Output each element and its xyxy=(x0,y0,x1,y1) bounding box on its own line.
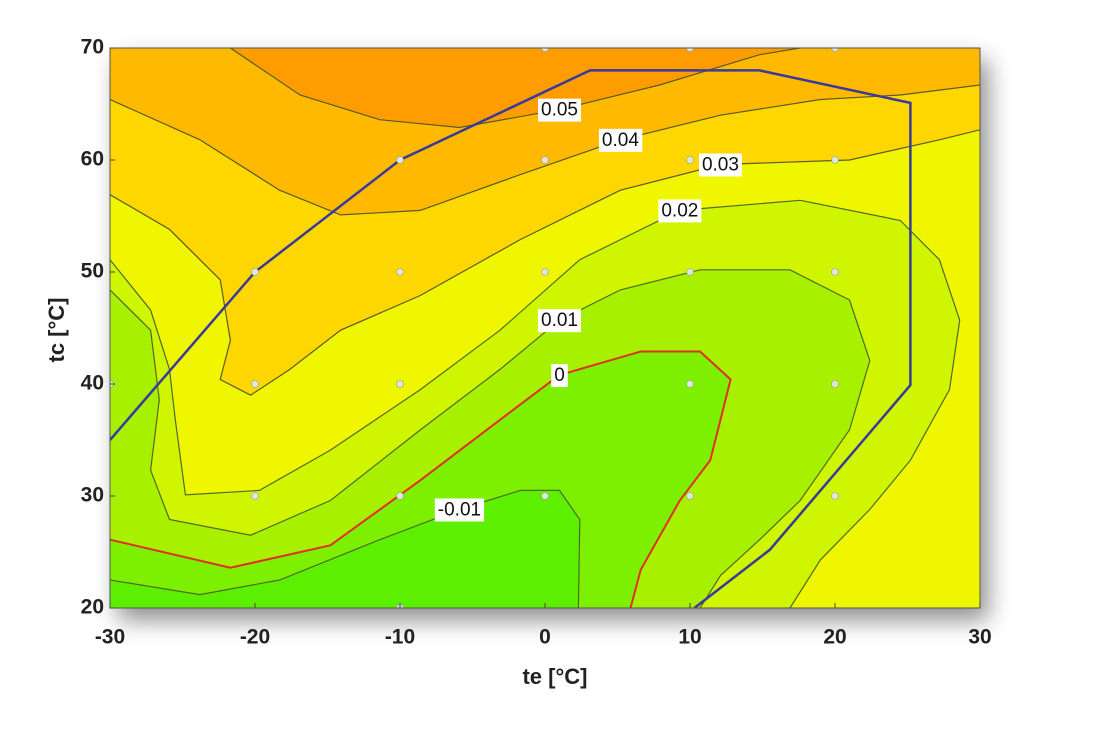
sample-point xyxy=(686,268,694,276)
y-tick-label: 20 xyxy=(81,596,104,619)
plot-area xyxy=(110,48,980,608)
contour-label: 0.05 xyxy=(541,100,578,121)
contour-line xyxy=(110,269,871,608)
x-tick-label: -10 xyxy=(385,626,415,649)
x-tick-label: 30 xyxy=(968,626,991,649)
sample-point xyxy=(831,492,839,500)
x-axis-label: te [°C] xyxy=(522,664,587,689)
overlay: -0.01 0 0.01 0.02 0.03 0.04 0.05 -30 -20 -10 0 10 20… xyxy=(81,36,992,649)
sample-point xyxy=(396,380,404,388)
contour-label-bg xyxy=(658,199,702,223)
sample-point xyxy=(831,268,839,276)
x-tick-label: -20 xyxy=(240,626,270,649)
sample-point xyxy=(251,492,259,500)
contour-label-bg xyxy=(538,309,581,333)
sample-point xyxy=(686,492,694,500)
y-tick-label: 60 xyxy=(81,148,104,171)
sample-point xyxy=(541,48,549,52)
contour-label-bg xyxy=(551,364,568,388)
y-tick-label: 40 xyxy=(81,372,104,395)
sample-point xyxy=(396,156,404,164)
envelope xyxy=(110,69,912,608)
x-tick-label: 10 xyxy=(678,626,701,649)
x-tick-label: -30 xyxy=(95,626,125,649)
sample-point xyxy=(686,380,694,388)
contour-label-bg xyxy=(698,153,742,177)
contour-label-bg xyxy=(598,128,643,152)
y-axis-label: tc [°C] xyxy=(44,297,69,362)
sample-point xyxy=(251,380,259,388)
sample-point xyxy=(396,268,404,276)
contour-label: 0.03 xyxy=(702,154,739,175)
contour-line xyxy=(230,48,801,129)
y-tick-label: 30 xyxy=(81,484,104,507)
contour-label: 0.04 xyxy=(602,130,639,151)
contour-band xyxy=(230,48,801,128)
contour-line xyxy=(110,350,732,608)
contour-label-bg xyxy=(434,498,485,522)
sample-point xyxy=(831,48,839,52)
y-tick-label: 50 xyxy=(81,260,104,283)
contour-label: 0 xyxy=(554,365,565,386)
sample-point xyxy=(541,156,549,164)
contour-label-bg xyxy=(538,98,581,122)
sample-point xyxy=(831,156,839,164)
contour-label: 0.02 xyxy=(661,200,698,221)
x-tick-label: 0 xyxy=(539,626,551,649)
y-tick-label: 70 xyxy=(81,36,104,59)
contour-line xyxy=(110,199,961,608)
sample-point xyxy=(251,268,259,276)
sample-point xyxy=(396,492,404,500)
x-tick-label: 20 xyxy=(823,626,846,649)
contour-line xyxy=(110,129,980,396)
sample-point xyxy=(541,492,549,500)
sample-point xyxy=(686,156,694,164)
sample-point xyxy=(686,48,694,52)
contour-label: 0.01 xyxy=(541,310,578,331)
sample-point xyxy=(831,380,839,388)
contour-label: -0.01 xyxy=(438,499,481,520)
contour-line xyxy=(110,84,980,216)
sample-point xyxy=(541,268,549,276)
